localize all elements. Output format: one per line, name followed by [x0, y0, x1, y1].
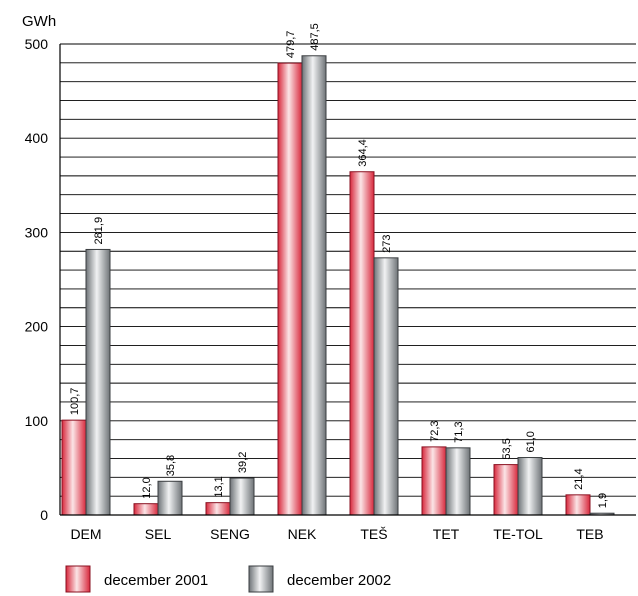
data-label: 12,0 [141, 477, 153, 498]
bar-series1 [133, 503, 159, 516]
legend: december 2001 december 2002 [65, 565, 391, 593]
x-tick-label: NEK [288, 526, 317, 542]
data-label: 364,4 [357, 139, 369, 167]
data-label: 479,7 [285, 31, 297, 59]
data-label: 35,8 [165, 455, 177, 476]
bar-series1 [421, 446, 447, 516]
data-label: 61,0 [525, 431, 537, 452]
data-label: 273 [381, 234, 393, 252]
bar-series2 [517, 457, 543, 516]
y-tick-label: 400 [25, 130, 49, 146]
bar-series2 [301, 55, 327, 516]
data-label: 39,2 [237, 452, 249, 473]
data-label: 487,5 [309, 23, 321, 51]
x-tick-label: SENG [210, 526, 250, 542]
axes: 0 100 200 300 400 500 GWh DEM SEL SENG NEK TEŠ TET TE… [22, 13, 636, 542]
x-tick-label: TEŠ [360, 526, 387, 542]
bar-series2 [229, 477, 255, 516]
x-tick-label: SEL [145, 526, 172, 542]
legend-swatch [248, 565, 274, 593]
bar-series2 [373, 257, 399, 516]
data-label: 21,4 [573, 468, 585, 489]
legend-label: december 2001 [104, 572, 208, 589]
y-tick-label: 300 [25, 224, 49, 240]
bar-series1 [277, 62, 303, 516]
bar-series2 [445, 447, 471, 516]
data-label: 281,9 [93, 217, 105, 245]
x-tick-label: TET [433, 526, 460, 542]
data-label: 13,1 [213, 476, 225, 497]
data-label: 72,3 [429, 420, 441, 441]
gridlines [60, 43, 636, 497]
x-tick-label: TE-TOL [493, 526, 543, 542]
legend-label: december 2002 [287, 572, 391, 589]
y-tick-label: 0 [40, 507, 48, 523]
data-label: 71,3 [453, 421, 465, 442]
bars: 100,7 281,9 12,0 35,8 13,1 39,2 479,7 487,5 364,… [61, 23, 615, 516]
data-label: 53,5 [501, 438, 513, 459]
x-tick-label: DEM [70, 526, 101, 542]
data-label: 100,7 [69, 388, 81, 416]
data-label: 1,9 [597, 493, 609, 508]
bar-series2 [157, 480, 183, 516]
x-tick-label: TEB [576, 526, 603, 542]
y-tick-label: 500 [25, 36, 49, 52]
bar-series1 [205, 502, 231, 516]
bar-series1 [61, 419, 87, 516]
legend-swatch [65, 565, 91, 593]
y-tick-label: 200 [25, 319, 49, 335]
bar-series1 [493, 464, 519, 516]
y-axis-unit-label: GWh [22, 13, 56, 30]
bar-series1 [349, 171, 375, 516]
bar-series2 [85, 248, 111, 516]
y-tick-label: 100 [25, 413, 49, 429]
bar-series1 [565, 494, 591, 516]
